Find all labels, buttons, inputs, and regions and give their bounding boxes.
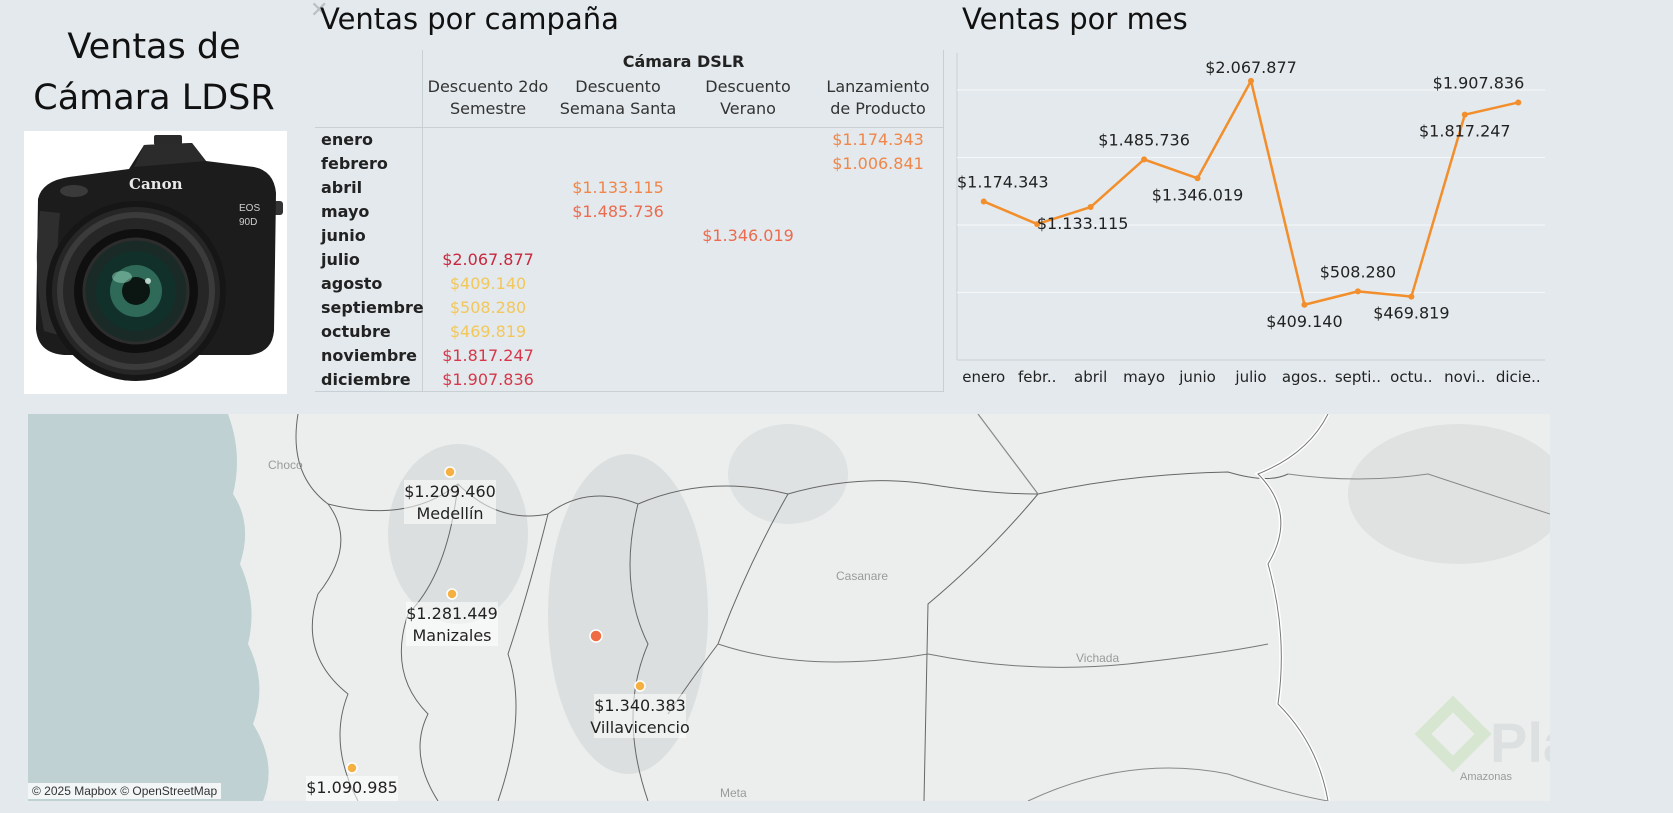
data-point-2[interactable]	[1087, 204, 1094, 211]
data-point-8[interactable]	[1408, 293, 1415, 300]
region-label: Amazonas	[1460, 771, 1512, 783]
city-value: $1.090.985	[306, 778, 398, 797]
table-cell-9[interactable]: $1.817.247	[442, 346, 534, 365]
group-header: Cámara DSLR	[622, 52, 745, 71]
table-cell-4[interactable]: $1.346.019	[702, 226, 794, 245]
svg-text:Platzi: Platzi	[1490, 711, 1550, 774]
table-cell-7[interactable]: $508.280	[449, 298, 527, 317]
camera-image: Canon EOS 90D	[24, 131, 287, 394]
x-tick-label-10: dicie..	[1496, 368, 1541, 386]
city-marker-manizales[interactable]: $1.281.449 Manizales	[406, 588, 498, 646]
row-label-9[interactable]: noviembre	[321, 346, 418, 365]
column-header[interactable]: Descuento Semana Santa	[559, 77, 677, 118]
month-line-chart: enero febr.. abril mayo junio julio agos.. sept…	[956, 53, 1545, 386]
data-label-10: $1.907.836	[1433, 73, 1525, 92]
data-label-3: $1.485.736	[1098, 130, 1190, 149]
svg-text:90D: 90D	[239, 217, 257, 228]
dashboard-title-line2: Cámara LDSR	[33, 78, 275, 118]
data-label-6: $409.140	[1266, 312, 1342, 331]
data-point-7[interactable]	[1354, 288, 1361, 295]
x-tick-label-0: enero	[962, 368, 1005, 386]
x-tick-label-9: novi..	[1444, 368, 1485, 386]
row-label-8[interactable]: octubre	[321, 322, 391, 341]
x-tick-label-6: agos..	[1282, 368, 1327, 386]
sales-map[interactable]: Choco Casanare Vichada Meta Amazonas Pla…	[28, 414, 1550, 801]
city-value: $1.209.460	[404, 482, 496, 501]
platzi-watermark: Platzi	[1414, 695, 1550, 774]
x-tick-label-1: febr..	[1018, 368, 1056, 386]
data-point-10[interactable]	[1515, 99, 1522, 106]
column-header[interactable]: Descuento Verano	[705, 77, 791, 118]
row-label-5[interactable]: julio	[321, 250, 360, 269]
city-value: $1.281.449	[406, 604, 498, 623]
x-tick-label-2: abril	[1074, 368, 1107, 386]
region-label: Casanare	[836, 569, 888, 583]
svg-text:EOS: EOS	[239, 203, 260, 214]
close-icon[interactable]: ✕	[310, 0, 329, 23]
data-point-5[interactable]	[1248, 77, 1254, 84]
column-header[interactable]: Lanzamiento de Producto	[826, 77, 930, 118]
series-line	[983, 79, 1519, 307]
data-point-6[interactable]	[1301, 301, 1308, 308]
city-marker-medellín[interactable]: $1.209.460 Medellín	[404, 466, 496, 524]
table-cell-10[interactable]: $1.907.836	[442, 370, 534, 389]
data-label-2: $1.133.115	[1037, 214, 1129, 233]
region-label: Choco	[268, 458, 303, 472]
city-marker-villavicencio[interactable]: $1.340.383 Villavicencio	[590, 680, 690, 738]
campaign-table-title: Ventas por campaña	[320, 2, 619, 36]
data-label-0: $1.174.343	[957, 172, 1049, 191]
region-label: Vichada	[1076, 651, 1119, 665]
data-point-9[interactable]	[1461, 111, 1468, 118]
data-label-9: $1.817.247	[1419, 122, 1511, 141]
city-name: Medellín	[416, 504, 483, 523]
city-marker-cali[interactable]: $1.090.985 Cali	[306, 762, 398, 801]
table-cell-1[interactable]: $1.006.841	[832, 154, 924, 173]
row-label-0[interactable]: enero	[321, 130, 373, 149]
table-cell-2[interactable]: $1.133.115	[572, 178, 664, 197]
x-tick-label-8: octu..	[1390, 368, 1432, 386]
city-marker-2[interactable]	[589, 629, 603, 643]
table-cell-6[interactable]: $409.140	[449, 274, 527, 293]
x-tick-label-3: mayo	[1123, 368, 1165, 386]
row-label-10[interactable]: diciembre	[321, 370, 411, 389]
data-point-0[interactable]	[980, 198, 987, 205]
table-cell-0[interactable]: $1.174.343	[832, 130, 924, 149]
city-name: Cali	[337, 800, 367, 801]
data-point-1[interactable]	[1034, 221, 1041, 228]
dashboard-title-line1: Ventas de	[67, 27, 241, 67]
row-label-7[interactable]: septiembre	[321, 298, 424, 317]
month-chart-title: Ventas por mes	[962, 2, 1188, 36]
table-cell-3[interactable]: $1.485.736	[572, 202, 664, 221]
row-label-4[interactable]: junio	[321, 226, 366, 245]
row-label-1[interactable]: febrero	[321, 154, 388, 173]
camera-brand-text: Canon	[129, 175, 183, 193]
data-label-7: $508.280	[1320, 262, 1396, 281]
city-name: Manizales	[412, 626, 491, 645]
campaign-table: Cámara DSLR Descuento 2do Semestre Descu…	[315, 50, 944, 392]
x-tick-label-7: septi..	[1335, 368, 1381, 386]
x-tick-label-5: julio	[1234, 368, 1266, 386]
data-point-4[interactable]	[1194, 175, 1201, 182]
data-label-5: $2.067.877	[1205, 58, 1297, 77]
data-label-8: $469.819	[1373, 304, 1449, 323]
row-label-3[interactable]: mayo	[321, 202, 370, 221]
dashboard-title: Ventas de Cámara LDSR	[18, 22, 290, 124]
x-tick-label-4: junio	[1178, 368, 1216, 386]
table-cell-8[interactable]: $469.819	[449, 322, 527, 341]
map-attribution[interactable]: © 2025 Mapbox © OpenStreetMap	[28, 783, 222, 799]
city-name: Villavicencio	[590, 718, 689, 737]
row-label-6[interactable]: agosto	[321, 274, 383, 293]
column-header[interactable]: Descuento 2do Semestre	[427, 77, 549, 118]
city-value: $1.340.383	[594, 696, 686, 715]
data-point-3[interactable]	[1141, 156, 1148, 163]
region-label: Meta	[720, 786, 747, 800]
row-label-2[interactable]: abril	[321, 178, 363, 197]
data-label-4: $1.346.019	[1152, 185, 1244, 204]
table-cell-5[interactable]: $2.067.877	[442, 250, 534, 269]
